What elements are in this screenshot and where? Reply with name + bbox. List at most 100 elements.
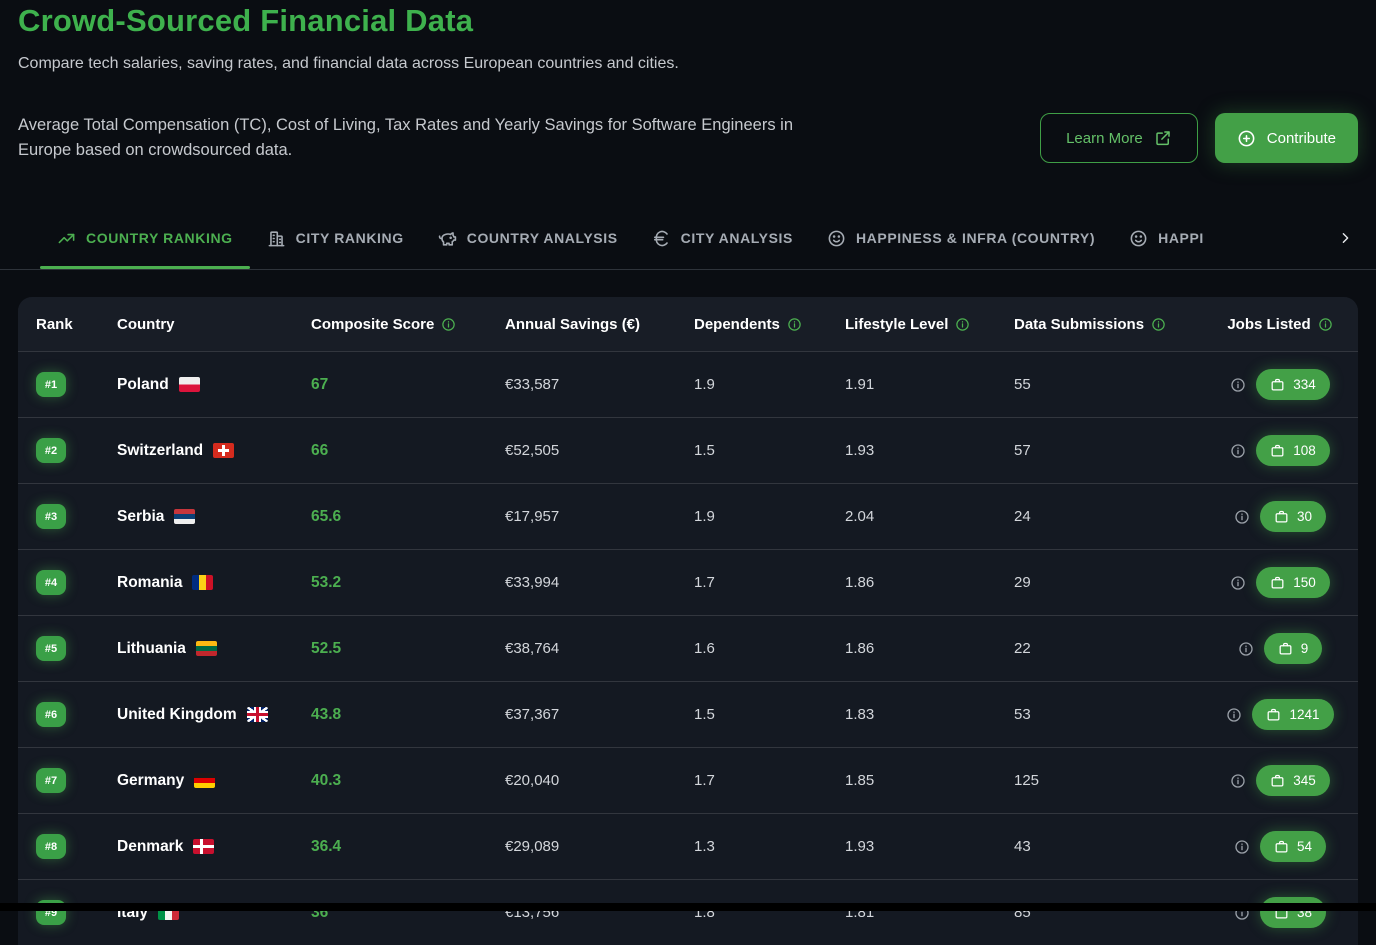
table-row: #5 Lithuania 52.5 €38,764 1.6 1.86 22 9 xyxy=(18,615,1358,681)
briefcase-icon xyxy=(1266,707,1281,722)
dependents-cell: 1.7 xyxy=(694,574,715,591)
rank-cell: #4 xyxy=(18,570,99,595)
info-icon[interactable] xyxy=(787,317,802,332)
dependents-cell: 1.9 xyxy=(694,376,715,393)
country-cell: Lithuania xyxy=(99,640,293,658)
country-name: Switzerland xyxy=(117,441,204,459)
tabs-bar: COUNTRY RANKING CITY RANKING COUNTRY ANALY… xyxy=(0,207,1376,270)
country-name: Poland xyxy=(117,375,169,393)
info-icon[interactable] xyxy=(1230,377,1246,393)
lifestyle-level-cell: 1.86 xyxy=(845,574,875,591)
dependents-cell: 1.3 xyxy=(694,838,715,855)
jobs-listed-cell: 150 xyxy=(1202,567,1358,598)
jobs-count-pill[interactable]: 150 xyxy=(1256,567,1330,598)
country-name: Denmark xyxy=(117,837,184,855)
tabs-scroll-right-button[interactable] xyxy=(1337,230,1354,247)
briefcase-icon xyxy=(1274,839,1289,854)
tab-label: CITY RANKING xyxy=(295,230,404,246)
info-icon[interactable] xyxy=(1318,317,1333,332)
jobs-count-pill[interactable]: 1241 xyxy=(1252,699,1334,730)
table-header-row: Rank Country Composite Score Annual Savings… xyxy=(18,297,1358,351)
jobs-listed-cell: 345 xyxy=(1202,765,1358,796)
composite-score-cell: 40.3 xyxy=(311,771,342,789)
info-icon[interactable] xyxy=(1226,707,1242,723)
briefcase-icon xyxy=(1270,443,1285,458)
piggy-bank-icon xyxy=(438,229,457,248)
column-header-savings: Annual Savings (€) xyxy=(487,316,676,333)
jobs-count-pill[interactable]: 334 xyxy=(1256,369,1330,400)
info-icon[interactable] xyxy=(441,317,456,332)
contribute-button[interactable]: Contribute xyxy=(1214,113,1358,163)
column-header-score: Composite Score xyxy=(293,316,487,333)
tab-happi[interactable]: HAPPI xyxy=(1112,207,1221,269)
info-icon[interactable] xyxy=(1230,575,1246,591)
info-icon[interactable] xyxy=(1234,839,1250,855)
column-header-label: Dependents xyxy=(694,315,780,333)
table-body: #1 Poland 67 €33,587 1.9 1.91 55 334 #2 Switzerla… xyxy=(18,351,1358,945)
jobs-listed-cell: 108 xyxy=(1202,435,1358,466)
column-header-label: Jobs Listed xyxy=(1227,315,1311,333)
trending-up-icon xyxy=(57,229,76,248)
jobs-listed-cell: 38 xyxy=(1202,897,1358,928)
rank-cell: #8 xyxy=(18,834,99,859)
dependents-cell: 1.9 xyxy=(694,508,715,525)
data-submissions-cell: 53 xyxy=(1014,706,1031,723)
info-icon[interactable] xyxy=(1238,641,1254,657)
rank-cell: #6 xyxy=(18,702,99,727)
annual-savings-cell: €20,040 xyxy=(505,772,560,789)
tab-country-analysis[interactable]: COUNTRY ANALYSIS xyxy=(421,207,635,269)
lifestyle-level-cell: 1.85 xyxy=(845,772,875,789)
jobs-count-pill[interactable]: 54 xyxy=(1259,831,1327,862)
jobs-count-pill[interactable]: 345 xyxy=(1256,765,1330,796)
learn-more-button[interactable]: Learn More xyxy=(1040,113,1198,163)
tab-city-ranking[interactable]: CITY RANKING xyxy=(250,207,421,269)
column-header-label: Country xyxy=(117,315,175,333)
rank-badge: #3 xyxy=(36,504,66,529)
jobs-count-pill[interactable]: 108 xyxy=(1256,435,1330,466)
tab-happiness-infra-country[interactable]: HAPPINESS & INFRA (COUNTRY) xyxy=(810,207,1112,269)
data-submissions-cell: 24 xyxy=(1014,508,1031,525)
table-row: #4 Romania 53.2 €33,994 1.7 1.86 29 150 xyxy=(18,549,1358,615)
column-header-label: Annual Savings (€) xyxy=(505,315,641,333)
flag-icon-germany xyxy=(194,773,216,788)
data-submissions-cell: 43 xyxy=(1014,838,1031,855)
flag-icon-denmark xyxy=(193,839,215,854)
composite-score-cell: 66 xyxy=(311,441,329,459)
info-icon[interactable] xyxy=(1230,443,1246,459)
lifestyle-level-cell: 1.83 xyxy=(845,706,875,723)
jobs-count-pill[interactable]: 9 xyxy=(1263,633,1323,664)
rank-cell: #7 xyxy=(18,768,99,793)
jobs-listed-cell: 9 xyxy=(1202,633,1358,664)
jobs-count: 150 xyxy=(1293,575,1316,590)
info-icon[interactable] xyxy=(1234,509,1250,525)
composite-score-cell: 43.8 xyxy=(311,705,342,723)
column-header-label: Data Submissions xyxy=(1014,315,1145,333)
rank-badge: #6 xyxy=(36,702,66,727)
rank-cell: #1 xyxy=(18,372,99,397)
jobs-count: 345 xyxy=(1293,773,1316,788)
country-name: Lithuania xyxy=(117,639,186,657)
jobs-count-pill[interactable]: 38 xyxy=(1259,897,1327,928)
dependents-cell: 1.7 xyxy=(694,772,715,789)
dependents-cell: 1.5 xyxy=(694,706,715,723)
info-icon[interactable] xyxy=(1151,317,1166,332)
jobs-count-pill[interactable]: 30 xyxy=(1259,501,1327,532)
country-cell: Switzerland xyxy=(99,442,293,460)
data-submissions-cell: 57 xyxy=(1014,442,1031,459)
briefcase-icon xyxy=(1270,773,1285,788)
jobs-listed-cell: 54 xyxy=(1202,831,1358,862)
info-icon[interactable] xyxy=(955,317,970,332)
header-actions: Learn More Contribute xyxy=(1040,113,1358,163)
lifestyle-level-cell: 2.04 xyxy=(845,508,875,525)
tab-label: COUNTRY RANKING xyxy=(86,230,233,246)
table-row: #2 Switzerland 66 €52,505 1.5 1.93 57 108 xyxy=(18,417,1358,483)
rank-badge: #2 xyxy=(36,438,66,463)
briefcase-icon xyxy=(1270,377,1285,392)
tab-country-ranking[interactable]: COUNTRY RANKING xyxy=(40,207,250,269)
info-icon[interactable] xyxy=(1230,773,1246,789)
tab-city-analysis[interactable]: CITY ANALYSIS xyxy=(635,207,810,269)
jobs-count: 334 xyxy=(1293,377,1316,392)
table-row: #6 United Kingdom 43.8 €37,367 1.5 1.83 53 1241 xyxy=(18,681,1358,747)
composite-score-cell: 67 xyxy=(311,375,329,393)
smiley-icon xyxy=(827,229,846,248)
